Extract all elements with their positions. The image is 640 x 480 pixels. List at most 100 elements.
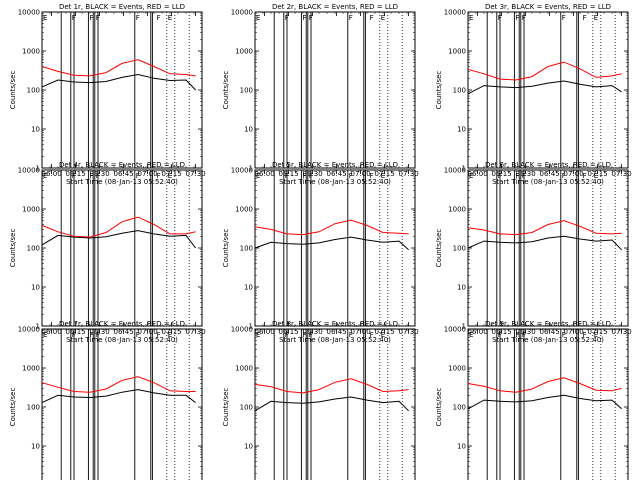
flag-marker: F <box>498 331 502 339</box>
events-series-line <box>467 235 622 251</box>
events-series-line <box>254 396 409 412</box>
plot-frame <box>467 328 629 480</box>
plot-frame <box>41 169 203 327</box>
flag-marker: F <box>309 14 313 22</box>
flag-marker: F <box>157 172 161 180</box>
y-tick-label: 100 <box>240 245 253 253</box>
flag-marker: F <box>72 331 76 339</box>
plot-frame <box>254 11 416 169</box>
events-series-line <box>467 80 622 95</box>
y-tick-label: 1000 <box>448 206 466 214</box>
flag-marker: E <box>43 14 47 22</box>
flag-marker: E <box>469 14 473 22</box>
flag-marker: F <box>370 331 374 339</box>
panel-title: Det 6r, BLACK = Events, RED = LLD <box>485 161 611 169</box>
panel-3: Det 3r, BLACK = Events, RED = LLD 1 10 100 1… <box>435 3 632 186</box>
flag-marker: F <box>562 331 566 339</box>
y-tick-label: 10000 <box>444 9 466 17</box>
panel-6: Det 6r, BLACK = Events, RED = LLD 1 10 100 1… <box>435 161 632 344</box>
flag-marker: E <box>594 14 598 22</box>
panel-title: Det 1r, BLACK = Events, RED = LLD <box>59 3 185 11</box>
flag-marker: F <box>562 172 566 180</box>
y-tick-label: 1 <box>249 165 253 173</box>
flag-marker: F <box>349 331 353 339</box>
flag-marker: F <box>157 331 161 339</box>
panel-title: Det 3r, BLACK = Events, RED = LLD <box>485 3 611 11</box>
panel-8: Det 8r, BLACK = Events, RED = LLD 1 10 100 1… <box>222 320 416 480</box>
y-tick-label: 10000 <box>231 9 253 17</box>
flag-marker: F <box>349 172 353 180</box>
y-tick-label: 10000 <box>444 167 466 175</box>
y-tick-label: 1 <box>462 323 466 331</box>
flag-marker: F <box>370 14 374 22</box>
y-axis-label: Counts/sec <box>435 71 443 110</box>
y-tick-label: 10 <box>457 126 466 134</box>
flag-marker: E <box>469 172 473 180</box>
panel-title: Det 8r, BLACK = Events, RED = LLD <box>272 320 398 328</box>
lld-series-line <box>467 220 622 236</box>
y-tick-label: 100 <box>453 404 466 412</box>
y-tick-label: 1000 <box>235 365 253 373</box>
flag-marker: F <box>96 172 100 180</box>
plot-frame <box>41 328 203 480</box>
y-axis-label: Counts/sec <box>9 71 17 110</box>
y-tick-label: 100 <box>453 245 466 253</box>
y-axis-label: Counts/sec <box>9 388 17 427</box>
flag-marker: F <box>285 172 289 180</box>
flag-marker: F <box>349 14 353 22</box>
y-tick-label: 1000 <box>448 48 466 56</box>
flag-marker: E <box>256 172 260 180</box>
x-axis-label: Start Time (08-Jan-13 05:52:40) <box>492 336 604 344</box>
flag-marker: F <box>583 14 587 22</box>
flag-marker: F <box>89 14 93 22</box>
lld-series-line <box>41 376 196 393</box>
flag-marker: E <box>594 172 598 180</box>
flag-marker: E <box>168 331 172 339</box>
y-tick-label: 10 <box>31 284 40 292</box>
x-axis-label: Start Time (08-Jan-13 05:52:40) <box>66 178 178 186</box>
y-tick-label: 100 <box>27 245 40 253</box>
x-axis-label: Start Time (08-Jan-13 05:52:40) <box>492 178 604 186</box>
flag-marker: F <box>136 14 140 22</box>
y-tick-label: 100 <box>240 87 253 95</box>
flag-marker: F <box>583 331 587 339</box>
y-axis-label: Counts/sec <box>222 388 230 427</box>
lld-series-line <box>41 59 196 77</box>
flag-marker: E <box>168 172 172 180</box>
y-tick-label: 10 <box>244 443 253 451</box>
lld-series-line <box>254 378 409 394</box>
flag-marker: F <box>522 14 526 22</box>
plot-frame <box>254 328 416 480</box>
flag-marker: F <box>96 331 100 339</box>
lld-series-line <box>467 377 622 393</box>
flag-marker: E <box>43 331 47 339</box>
y-tick-label: 10000 <box>231 167 253 175</box>
flag-marker: F <box>302 172 306 180</box>
y-tick-label: 1000 <box>235 206 253 214</box>
events-series-line <box>467 394 622 410</box>
y-tick-label: 10000 <box>231 326 253 334</box>
plot-frame <box>467 11 629 169</box>
y-tick-label: 100 <box>27 404 40 412</box>
events-series-line <box>41 389 196 404</box>
flag-marker: E <box>256 331 260 339</box>
y-tick-label: 100 <box>240 404 253 412</box>
y-tick-label: 10000 <box>18 9 40 17</box>
y-tick-label: 10 <box>244 284 253 292</box>
lld-series-line <box>41 216 196 238</box>
events-series-line <box>41 73 196 91</box>
y-tick-label: 10000 <box>18 326 40 334</box>
panel-title: Det 2r, BLACK = Events, RED = LLD <box>272 3 398 11</box>
panel-7: Det 7r, BLACK = Events, RED = LLD 1 10 100 1… <box>9 320 203 480</box>
flag-marker: F <box>583 172 587 180</box>
y-tick-label: 1 <box>36 165 40 173</box>
flag-marker: F <box>515 331 519 339</box>
y-axis-label: Counts/sec <box>9 229 17 268</box>
flag-marker: E <box>256 14 260 22</box>
lld-series-line <box>467 61 622 81</box>
panel-title: Det 4r, BLACK = Events, RED = LLD <box>59 161 185 169</box>
panel-1: Det 1r, BLACK = Events, RED = LLD 1 10 100 1… <box>9 3 206 186</box>
flag-marker: F <box>302 14 306 22</box>
x-axis-label: Start Time (08-Jan-13 05:52:40) <box>279 178 391 186</box>
